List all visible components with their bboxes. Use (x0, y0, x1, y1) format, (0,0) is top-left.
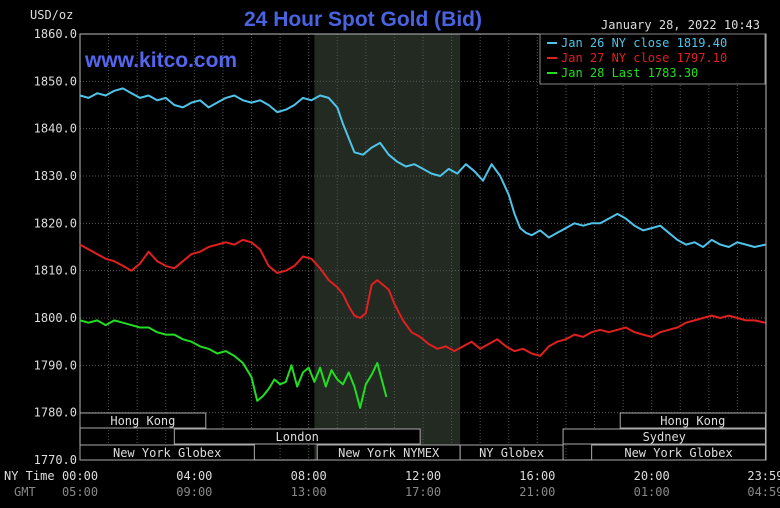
session-bar-label: New York NYMEX (338, 446, 440, 460)
series-line-2 (79, 238, 766, 357)
session-bar (173, 428, 421, 445)
legend-label-1: Jan 26 NY close 1819.40 (561, 36, 727, 50)
series-line-1 (79, 87, 766, 248)
x-tick-label-ny: 23:59 (747, 469, 780, 483)
session-bar (79, 412, 207, 429)
session-bar (591, 444, 766, 461)
y-tick-label: 1800.0 (34, 311, 77, 325)
y-tick-label: 1820.0 (34, 216, 77, 230)
legend: Jan 26 NY close 1819.40 Jan 27 NY close … (539, 33, 766, 85)
legend-box (539, 33, 766, 85)
session-bar-label: Hong Kong (660, 414, 725, 428)
session-bar-label: New York Globex (624, 446, 732, 460)
y-tick-label: 1840.0 (34, 122, 77, 136)
y-tick-labels: 1860.0 1850.0 1840.0 1830.0 1820.0 1810.0 1800… (34, 27, 77, 467)
x-tick-label-gmt: 21:00 (519, 485, 555, 499)
session-bar (79, 444, 255, 461)
y-axis-unit: USD/oz (30, 8, 73, 22)
grid-lines (80, 33, 766, 461)
x-tick-label-gmt: 01:00 (634, 485, 670, 499)
x-tick-label-gmt: 09:00 (176, 485, 212, 499)
session-bar-label: NY Globex (479, 446, 544, 460)
gmt-row-label: GMT (14, 485, 36, 499)
session-bar-label: London (276, 430, 319, 444)
y-tick-label: 1790.0 (34, 358, 77, 372)
session-bar (562, 428, 766, 445)
watermark: www.kitco.com (84, 49, 237, 72)
session-bars: Hong Kong Hong Kong London Sydney New York G… (79, 412, 766, 461)
y-tick-label: 1770.0 (34, 453, 77, 467)
y-tick-label: 1860.0 (34, 27, 77, 41)
x-tick-labels: 00:00 05:00 04:00 09:00 08:00 13:00 12:00 17:00… (62, 469, 780, 499)
y-tick-label: 1810.0 (34, 264, 77, 278)
x-tick-label-ny: 20:00 (634, 469, 670, 483)
x-tick-label-gmt: 13:00 (291, 485, 327, 499)
x-tick-label-gmt: 04:59 (747, 485, 780, 499)
session-bar-label: Hong Kong (110, 414, 175, 428)
session-bar-label: Sydney (643, 430, 686, 444)
x-tick-label-gmt: 17:00 (405, 485, 441, 499)
y-tick-label: 1850.0 (34, 74, 77, 88)
session-bar (459, 444, 564, 461)
x-tick-label-ny: 16:00 (519, 469, 555, 483)
chart-title: 24 Hour Spot Gold (Bid) (244, 8, 482, 31)
legend-label-3: Jan 28 Last 1783.30 (561, 66, 698, 80)
x-tick-label-ny: 04:00 (176, 469, 212, 483)
series-lines (79, 87, 766, 409)
x-tick-label-ny: 00:00 (62, 469, 98, 483)
series-line-3 (79, 319, 388, 409)
legend-label-2: Jan 27 NY close 1797.10 (561, 51, 727, 65)
y-tick-label: 1830.0 (34, 169, 77, 183)
session-bar-label: New York Globex (113, 446, 221, 460)
x-tick-label-ny: 08:00 (291, 469, 327, 483)
x-tick-label-gmt: 05:00 (62, 485, 98, 499)
timestamp: January 28, 2022 10:43 (601, 18, 760, 32)
ny-time-row-label: NY Time (4, 469, 55, 483)
session-bar (619, 412, 766, 429)
market-hours-shade (314, 34, 461, 460)
x-tick-label-ny: 12:00 (405, 469, 441, 483)
y-tick-label: 1780.0 (34, 406, 77, 420)
